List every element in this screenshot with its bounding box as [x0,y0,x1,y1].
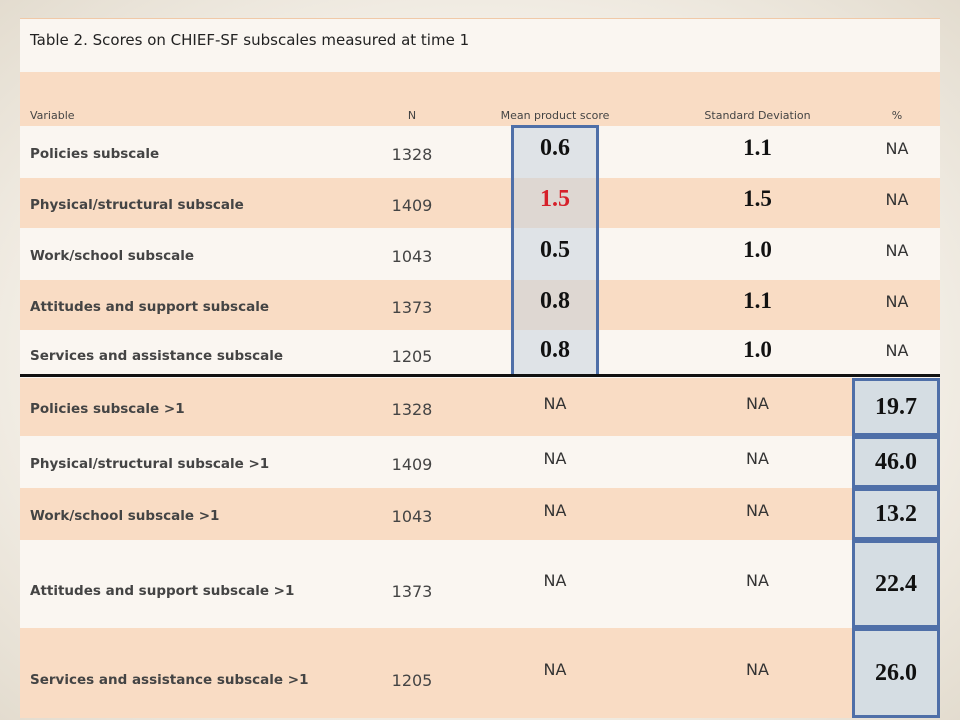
na-cell: NA [543,570,567,590]
na-cell: NA [885,138,909,158]
na-cell: NA [746,570,769,590]
variable-cell: Work/school subscale >1 [30,508,220,524]
variable-cell: Attitudes and support subscale [30,299,269,315]
table-row [20,330,940,378]
variable-cell: Services and assistance subscale >1 [30,672,309,688]
percent-cell: 26.0 [852,628,940,718]
variable-cell: Policies subscale >1 [30,401,185,417]
n-cell: 1043 [391,246,433,266]
table-row [20,436,940,488]
header-row [20,72,940,126]
na-cell: NA [746,500,769,520]
na-cell: NA [885,340,909,360]
sd-cell: 1.1 [743,288,772,313]
percent-cell: 46.0 [852,436,940,488]
variable-cell: Work/school subscale [30,248,195,264]
table-row [20,488,940,540]
variable-cell: Physical/structural subscale [30,197,244,213]
n-cell: 1043 [391,506,433,526]
na-cell: NA [885,291,909,311]
n-cell: 1373 [391,297,433,317]
column-header: Standard Deviation [704,108,811,122]
n-cell: 1409 [391,454,433,474]
column-header: Mean product score [500,108,610,122]
table-row [20,228,940,280]
na-cell: NA [543,500,567,520]
na-cell: NA [543,659,567,679]
table-row [20,126,940,178]
na-cell: NA [885,189,909,209]
percent-cell: 22.4 [852,540,940,628]
na-cell: NA [543,448,567,468]
variable-cell: Services and assistance subscale [30,348,284,364]
n-cell: 1328 [391,144,433,164]
mean-cell: 0.8 [540,287,570,314]
percent-cell: 19.7 [852,378,940,436]
na-cell: NA [885,240,909,260]
n-cell: 1373 [391,581,433,601]
table-title: Table 2. Scores on CHIEF-SF subscales me… [30,31,470,49]
column-header: % [891,108,903,122]
sd-cell: 1.5 [743,186,772,211]
mean-cell: 0.6 [540,134,570,161]
variable-cell: Physical/structural subscale >1 [30,456,270,472]
separator [20,374,940,377]
mean-cell: 0.8 [540,336,570,363]
table-row [20,540,940,628]
n-cell: 1205 [391,670,433,690]
n-cell: 1328 [391,399,433,419]
mean-cell: 1.5 [540,185,570,212]
na-cell: NA [543,393,567,413]
table-row [20,628,940,718]
variable-cell: Policies subscale [30,146,160,162]
variable-cell: Attitudes and support subscale >1 [30,583,295,599]
na-cell: NA [746,448,769,468]
percent-cell: 13.2 [852,488,940,540]
na-cell: NA [746,393,769,413]
na-cell: NA [746,659,769,679]
sd-cell: 1.0 [743,237,772,262]
table-row [20,378,940,436]
sd-cell: 1.1 [743,135,772,160]
title-row [20,18,940,73]
mean-cell: 0.5 [540,236,570,263]
column-header: N [407,108,417,122]
highlight-box [511,125,599,377]
table-row [20,280,940,330]
table-row [20,178,940,228]
sd-cell: 1.0 [743,337,772,362]
column-header: Variable [30,108,75,122]
n-cell: 1409 [391,195,433,215]
n-cell: 1205 [391,346,433,366]
